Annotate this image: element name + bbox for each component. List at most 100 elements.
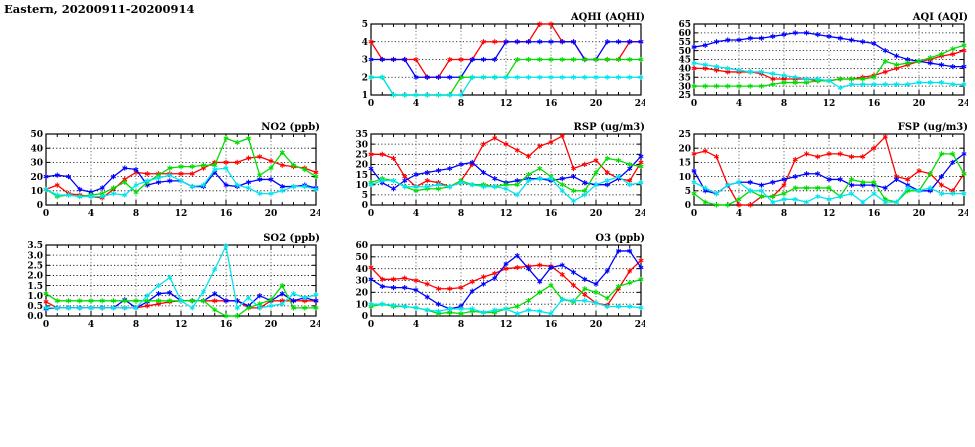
x-tick-label: 0	[368, 209, 374, 219]
y-tick-label: 0	[685, 201, 691, 211]
x-tick-label: 12	[175, 320, 188, 330]
x-tick-label: 4	[413, 320, 419, 330]
x-tick-label: 24	[958, 209, 968, 219]
x-tick-label: 12	[500, 320, 513, 330]
x-tick-label: 20	[265, 320, 278, 330]
y-tick-label: 30	[30, 159, 43, 169]
series-cyan	[368, 296, 644, 317]
x-tick-label: 20	[590, 99, 603, 109]
chart-title-no2: NO2 (ppb)	[261, 122, 320, 133]
y-tick-label: 3.0	[27, 251, 43, 261]
y-tick-label: 0.0	[27, 312, 43, 322]
y-tick-label: 0	[37, 201, 43, 211]
y-tick-label: 50	[678, 47, 691, 57]
x-tick-label: 24	[635, 209, 645, 219]
series-blue	[368, 248, 644, 312]
chart-title-aqi: AQI (AQI)	[912, 12, 968, 23]
x-tick-label: 4	[88, 209, 94, 219]
x-tick-label: 8	[133, 209, 139, 219]
series-cyan	[43, 243, 319, 311]
y-tick-label: 40	[355, 265, 368, 275]
x-tick-label: 20	[590, 320, 603, 330]
x-tick-label: 16	[868, 209, 881, 219]
x-tick-label: 20	[265, 209, 278, 219]
chart-panel-fsp: FSP (ug/m3) 0 5 10 15 20 25 0 4 8 12 16 20 24	[668, 122, 968, 225]
y-tick-label: 4	[362, 38, 368, 48]
chart-panel-aqi: AQI (AQI) 25 30 35 40 45 50 55 60 65 0 4 8 12 16 20 24	[668, 12, 968, 115]
y-tick-label: 3	[362, 56, 368, 66]
y-tick-label: 2.5	[27, 261, 43, 271]
x-tick-label: 8	[781, 209, 787, 219]
x-tick-label: 12	[175, 209, 188, 219]
y-tick-label: 10	[30, 187, 43, 197]
y-tick-label: 50	[355, 253, 368, 263]
series-blue	[691, 30, 967, 70]
plot-area-fsp: 0 5 10 15 20 25 0 4 8 12 16 20 24	[678, 130, 968, 219]
x-tick-label: 16	[220, 209, 233, 219]
chart-panel-so2: SO2 (ppb) 0.0 0.5 1.0 1.5 2.0 2.5 3.0 3.5 0 4 8 12 16…	[20, 233, 320, 336]
x-tick-label: 0	[368, 99, 374, 109]
y-tick-label: 30	[355, 277, 368, 287]
x-tick-label: 20	[913, 99, 926, 109]
y-tick-label: 25	[678, 91, 691, 101]
x-tick-label: 16	[868, 99, 881, 109]
chart-panel-no2: NO2 (ppb) 0 10 20 30 40 50 0 4 8 12 16 20 24	[20, 122, 320, 225]
series-red	[43, 154, 319, 201]
y-tick-label: 25	[355, 150, 368, 160]
x-tick-label: 8	[133, 320, 139, 330]
series-cyan	[43, 165, 319, 200]
y-tick-label: 5	[362, 191, 368, 201]
y-tick-label: 10	[355, 181, 368, 191]
x-tick-label: 0	[43, 209, 49, 219]
y-tick-label: 10	[678, 173, 691, 183]
y-tick-label: 65	[678, 20, 691, 30]
y-tick-label: 2	[362, 73, 368, 83]
x-tick-label: 0	[691, 209, 697, 219]
x-tick-label: 4	[736, 209, 742, 219]
x-tick-label: 4	[413, 99, 419, 109]
y-tick-label: 35	[678, 73, 691, 83]
y-tick-label: 0.5	[27, 302, 43, 312]
x-tick-label: 8	[458, 320, 464, 330]
chart-title-aqhi: AQHI (AQHI)	[570, 12, 645, 23]
x-tick-label: 12	[823, 99, 836, 109]
x-tick-label: 12	[823, 209, 836, 219]
y-tick-label: 2.0	[27, 272, 43, 282]
y-tick-label: 40	[678, 65, 691, 75]
page-title: Eastern, 20200911-20200914	[4, 2, 195, 16]
y-tick-label: 5	[685, 187, 691, 197]
x-tick-label: 20	[590, 209, 603, 219]
x-tick-label: 4	[736, 99, 742, 109]
x-tick-label: 24	[958, 99, 968, 109]
x-tick-label: 0	[691, 99, 697, 109]
x-tick-label: 16	[545, 320, 558, 330]
y-tick-label: 50	[30, 130, 43, 140]
y-tick-label: 0	[362, 312, 368, 322]
series-cyan	[368, 174, 644, 204]
plot-area-no2: 0 10 20 30 40 50 0 4 8 12 16 20 24	[30, 130, 320, 219]
y-tick-label: 1.5	[27, 282, 43, 292]
x-tick-label: 12	[500, 99, 513, 109]
y-tick-label: 40	[30, 144, 43, 154]
x-tick-label: 24	[310, 320, 320, 330]
chart-panel-aqhi: AQHI (AQHI) 1 2 3 4 5 0 4 8 12 16 20 24	[345, 12, 645, 115]
y-tick-label: 35	[355, 130, 368, 140]
y-tick-label: 20	[30, 173, 43, 183]
x-tick-label: 4	[413, 209, 419, 219]
x-tick-label: 4	[88, 320, 94, 330]
series-cyan	[368, 74, 644, 98]
x-tick-label: 0	[368, 320, 374, 330]
chart-title-so2: SO2 (ppb)	[263, 233, 320, 244]
y-tick-label: 3.5	[27, 241, 43, 251]
y-tick-label: 45	[678, 56, 691, 66]
y-tick-label: 30	[678, 82, 691, 92]
x-tick-label: 12	[500, 209, 513, 219]
x-tick-label: 24	[635, 99, 645, 109]
x-tick-label: 20	[913, 209, 926, 219]
x-tick-label: 24	[310, 209, 320, 219]
x-tick-label: 8	[458, 99, 464, 109]
